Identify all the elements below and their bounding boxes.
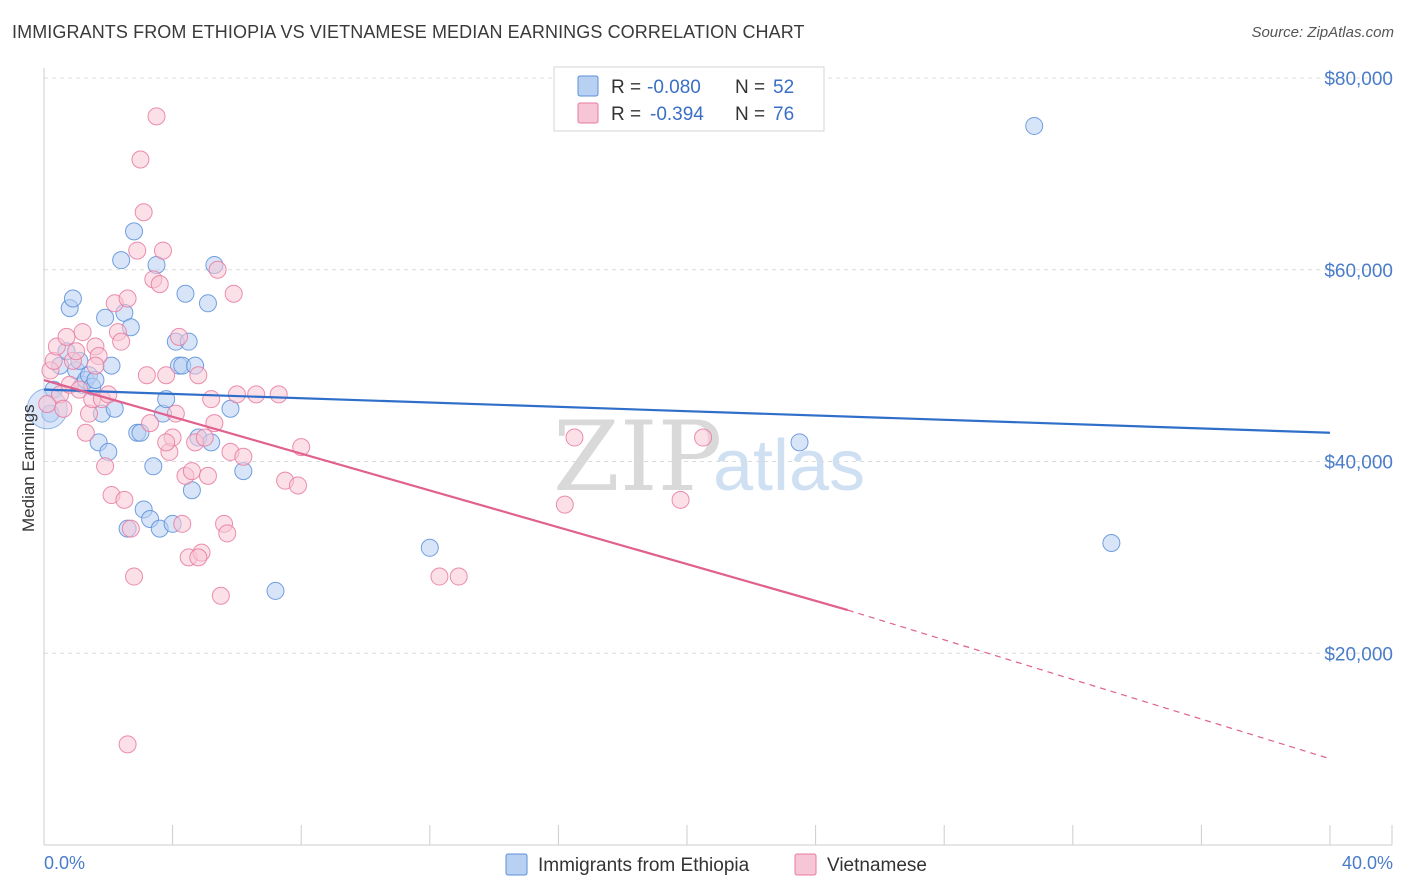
axes: [43, 68, 1393, 846]
gridlines: [44, 77, 1392, 654]
point-ethiopia: [420, 538, 439, 557]
point-vietnamese: [128, 241, 147, 260]
point-vietnamese: [121, 519, 140, 538]
point-vietnamese: [157, 433, 176, 452]
point-ethiopia: [125, 222, 144, 241]
point-vietnamese: [224, 284, 243, 303]
point-vietnamese: [157, 366, 176, 385]
point-vietnamese: [153, 241, 172, 260]
point-vietnamese: [189, 366, 208, 385]
point-vietnamese: [76, 423, 95, 442]
point-vietnamese: [430, 567, 449, 586]
y-tick-label: $60,000: [1324, 261, 1393, 282]
point-vietnamese: [67, 342, 86, 361]
legend-swatch-blue: [577, 75, 599, 97]
point-ethiopia: [144, 457, 163, 476]
point-ethiopia: [176, 284, 195, 303]
x-tick-label-max: 40.0%: [1342, 853, 1393, 873]
point-vietnamese: [565, 428, 584, 447]
point-vietnamese: [54, 399, 73, 418]
chart-title: IMMIGRANTS FROM ETHIOPIA VS VIETNAMESE M…: [12, 22, 805, 42]
legend-swatch-pink: [577, 102, 599, 124]
trend-line-ethiopia: [43, 388, 1331, 434]
trend-line-vietnamese-extrapolated: [847, 609, 1331, 760]
legend-n-label: N =: [735, 77, 765, 98]
point-vietnamese: [211, 586, 230, 605]
point-vietnamese: [189, 548, 208, 567]
point-vietnamese: [195, 428, 214, 447]
trend-line-vietnamese: [43, 378, 849, 612]
legend-n-label: N =: [735, 104, 765, 125]
point-ethiopia: [112, 251, 131, 270]
legend: R = -0.080 N = 52 R = -0.394 N = 76: [553, 66, 825, 132]
y-axis-label: Median Earnings: [19, 404, 38, 532]
x-tick-label-min: 0.0%: [44, 853, 85, 873]
point-vietnamese: [247, 385, 266, 404]
bottom-legend-label-ethiopia: Immigrants from Ethiopia: [538, 855, 750, 876]
point-vietnamese: [269, 385, 288, 404]
legend-box: [553, 66, 825, 132]
point-vietnamese: [73, 323, 92, 342]
point-vietnamese: [166, 404, 185, 423]
point-ethiopia: [266, 581, 285, 600]
legend-r-value: -0.394: [650, 104, 704, 125]
point-vietnamese: [118, 735, 137, 754]
point-vietnamese: [288, 476, 307, 495]
y-tick-label: $40,000: [1324, 453, 1393, 474]
point-vietnamese: [202, 390, 221, 409]
watermark-zip: ZIP: [553, 401, 722, 513]
point-vietnamese: [449, 567, 468, 586]
legend-r-value: -0.080: [647, 77, 701, 98]
point-vietnamese: [115, 490, 134, 509]
point-vietnamese: [198, 466, 217, 485]
point-vietnamese: [57, 327, 76, 346]
bottom-legend-label-vietnamese: Vietnamese: [827, 855, 927, 876]
point-vietnamese: [96, 457, 115, 476]
point-vietnamese: [218, 524, 237, 543]
point-vietnamese: [671, 490, 690, 509]
point-vietnamese: [227, 385, 246, 404]
legend-r-label: R =: [611, 104, 641, 125]
point-vietnamese: [182, 462, 201, 481]
series-ethiopia-points: [26, 116, 1121, 600]
trend-lines: [43, 378, 1331, 760]
point-vietnamese: [137, 366, 156, 385]
point-vietnamese: [134, 203, 153, 222]
point-ethiopia: [63, 289, 82, 308]
y-tick-label: $20,000: [1324, 644, 1393, 665]
point-vietnamese: [118, 289, 137, 308]
point-vietnamese: [170, 327, 189, 346]
point-vietnamese: [141, 414, 160, 433]
point-ethiopia: [1025, 116, 1044, 135]
point-vietnamese: [131, 150, 150, 169]
legend-n-value: 52: [773, 77, 794, 98]
point-vietnamese: [147, 107, 166, 126]
point-vietnamese: [125, 567, 144, 586]
point-vietnamese: [112, 332, 131, 351]
point-vietnamese: [86, 356, 105, 375]
watermark: ZIP atlas: [553, 401, 865, 513]
x-tick-labels: 0.0% 40.0%: [44, 853, 1393, 873]
y-tick-label: $80,000: [1324, 69, 1393, 90]
series-vietnamese-points: [38, 107, 713, 754]
legend-r-label: R =: [611, 77, 641, 98]
point-vietnamese: [555, 495, 574, 514]
point-vietnamese: [694, 428, 713, 447]
point-vietnamese: [234, 447, 253, 466]
watermark-atlas: atlas: [713, 426, 865, 506]
point-ethiopia: [790, 433, 809, 452]
point-ethiopia: [198, 294, 217, 313]
source-attribution: Source: ZipAtlas.com: [1251, 24, 1394, 41]
y-tick-labels: $20,000 $40,000 $60,000 $80,000: [1324, 69, 1393, 665]
point-vietnamese: [208, 260, 227, 279]
point-ethiopia: [1102, 533, 1121, 552]
point-vietnamese: [173, 514, 192, 533]
point-vietnamese: [150, 275, 169, 294]
bottom-legend-swatch-blue: [505, 853, 528, 876]
point-ethiopia: [96, 308, 115, 327]
legend-n-value: 76: [773, 104, 794, 125]
bottom-legend: Immigrants from Ethiopia Vietnamese: [505, 853, 927, 876]
bottom-legend-swatch-pink: [794, 853, 817, 876]
